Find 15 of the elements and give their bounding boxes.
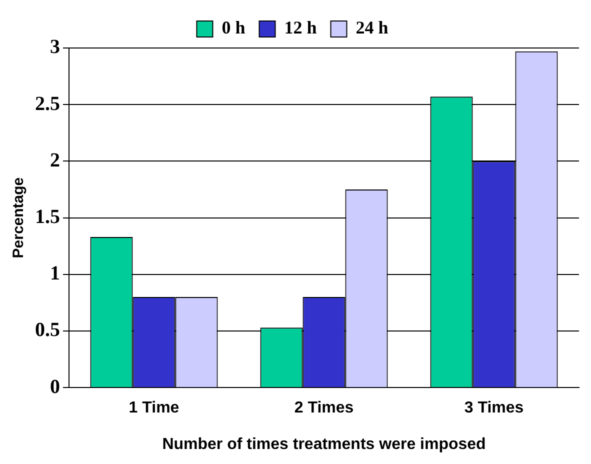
legend-label: 0 h (222, 18, 246, 38)
y-tick-label: 1.5 (35, 206, 60, 228)
y-tick-label: 3 (50, 36, 60, 58)
legend-label: 12 h (284, 18, 317, 38)
x-tick-label: 3 Times (464, 400, 524, 417)
y-axis-title: Percentage (10, 177, 28, 258)
x-axis-title: Number of times treatments were imposed (162, 436, 486, 453)
y-tick-label: 0 (50, 376, 60, 398)
y-tick-label: 1 (50, 262, 60, 285)
y-tick-label: 2.5 (35, 92, 60, 115)
x-tick-label: 2 Times (294, 400, 354, 417)
y-tick-label: 2 (50, 149, 60, 172)
legend-label: 24 h (356, 18, 388, 38)
x-tick-label: 1 Time (128, 400, 180, 417)
y-tick-label: 0.5 (35, 319, 60, 342)
